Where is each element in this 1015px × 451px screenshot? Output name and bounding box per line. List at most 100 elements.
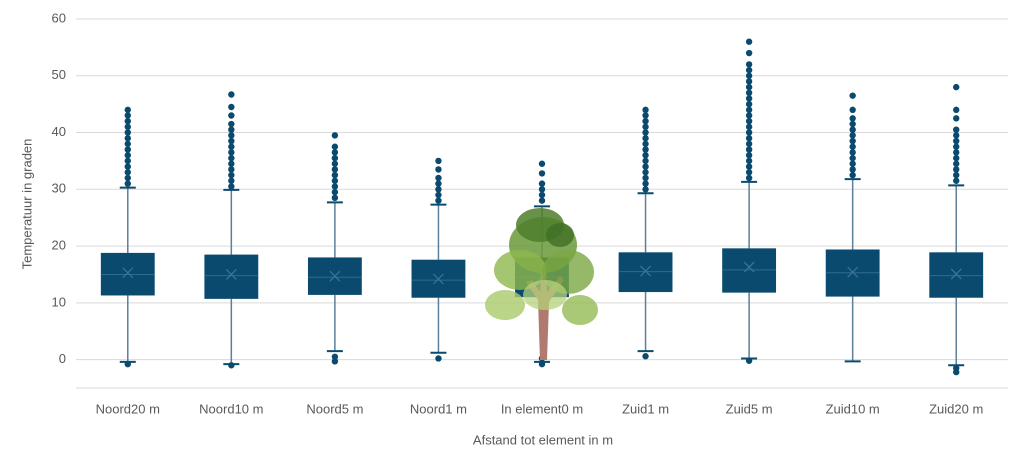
outlier <box>435 191 442 199</box>
outlier <box>538 180 546 187</box>
outlier <box>435 355 442 362</box>
outlier <box>953 132 960 139</box>
outlier <box>435 166 442 173</box>
outlier <box>745 140 753 148</box>
outlier <box>124 152 131 159</box>
outlier <box>745 49 753 57</box>
outlier <box>538 170 546 177</box>
outlier <box>953 83 960 91</box>
outlier <box>642 180 649 187</box>
outlier <box>435 174 442 182</box>
outlier <box>124 123 131 131</box>
outlier <box>849 137 856 145</box>
outlier <box>953 160 960 167</box>
outlier <box>124 106 131 114</box>
box <box>929 252 984 298</box>
outlier <box>745 100 753 108</box>
x-tick-label: Zuid20 m <box>929 401 983 416</box>
outlier <box>228 177 235 184</box>
outlier <box>228 166 235 173</box>
outlier <box>642 163 649 170</box>
y-axis-title: Temperatuur in graden <box>19 139 34 270</box>
outlier <box>953 177 960 184</box>
outlier <box>228 137 235 145</box>
outlier <box>228 160 235 167</box>
outlier <box>953 106 960 114</box>
outlier <box>849 160 856 167</box>
outlier <box>745 61 753 68</box>
outlier <box>745 89 753 97</box>
outlier <box>331 154 339 162</box>
outlier <box>953 368 960 376</box>
outlier <box>124 146 131 153</box>
outlier <box>642 117 649 125</box>
outlier <box>124 169 131 176</box>
outlier <box>228 143 235 150</box>
outlier <box>538 160 546 167</box>
outlier <box>331 177 339 184</box>
outlier <box>228 362 235 369</box>
y-tick-label: 50 <box>52 67 66 82</box>
x-tick-label: Noord20 m <box>96 401 160 416</box>
outlier <box>228 103 235 111</box>
outlier <box>435 157 442 165</box>
outlier <box>745 157 753 165</box>
box <box>722 248 777 293</box>
outlier <box>849 154 856 162</box>
outlier <box>538 197 546 204</box>
outlier <box>124 174 131 182</box>
x-axis-title: Afstand tot element in m <box>473 432 613 447</box>
outlier <box>642 353 649 360</box>
outlier <box>745 146 753 153</box>
outlier <box>124 163 131 170</box>
outlier <box>642 152 649 159</box>
x-tick-label: In element0 m <box>501 401 583 416</box>
outlier <box>642 135 649 142</box>
outlier <box>642 106 649 114</box>
outlier <box>849 171 856 179</box>
outlier <box>124 180 131 187</box>
outlier <box>228 149 235 156</box>
mean-marker <box>225 269 237 280</box>
outlier <box>745 123 753 131</box>
outlier <box>124 112 131 119</box>
outlier <box>849 126 856 133</box>
outlier <box>228 112 235 119</box>
outlier <box>435 180 442 187</box>
outlier <box>642 174 649 182</box>
outlier <box>435 186 442 193</box>
outlier <box>124 129 131 136</box>
outlier <box>331 132 339 139</box>
outlier <box>124 360 131 368</box>
outlier <box>849 120 856 128</box>
mean-marker <box>122 267 134 279</box>
outlier <box>538 191 546 199</box>
outlier <box>849 143 856 150</box>
x-tick-label: Zuid10 m <box>826 401 880 416</box>
mean-marker <box>743 261 755 273</box>
outlier <box>538 186 546 193</box>
outlier <box>331 160 339 167</box>
outlier <box>953 171 960 179</box>
outlier <box>745 95 753 102</box>
plot-area: 0 10 20 30 40 50 60 Noord20 m Noord10 m Noord5 m N… <box>52 10 1008 416</box>
outlier <box>745 357 753 364</box>
y-tick-label: 30 <box>52 181 66 196</box>
y-tick-label: 0 <box>59 351 66 366</box>
outlier <box>331 353 339 360</box>
outlier <box>435 197 442 204</box>
mean-marker <box>640 265 651 277</box>
outlier <box>953 126 960 133</box>
tree-illustration <box>485 208 598 360</box>
outlier <box>849 149 856 156</box>
outlier <box>228 183 235 190</box>
x-tick-label: Zuid5 m <box>726 401 773 416</box>
x-tick-label: Zuid1 m <box>622 401 669 416</box>
outlier <box>331 171 339 179</box>
outlier <box>745 83 753 91</box>
outlier <box>745 163 753 170</box>
box <box>204 254 259 299</box>
y-tick-label: 60 <box>52 10 66 25</box>
outlier <box>642 123 649 131</box>
